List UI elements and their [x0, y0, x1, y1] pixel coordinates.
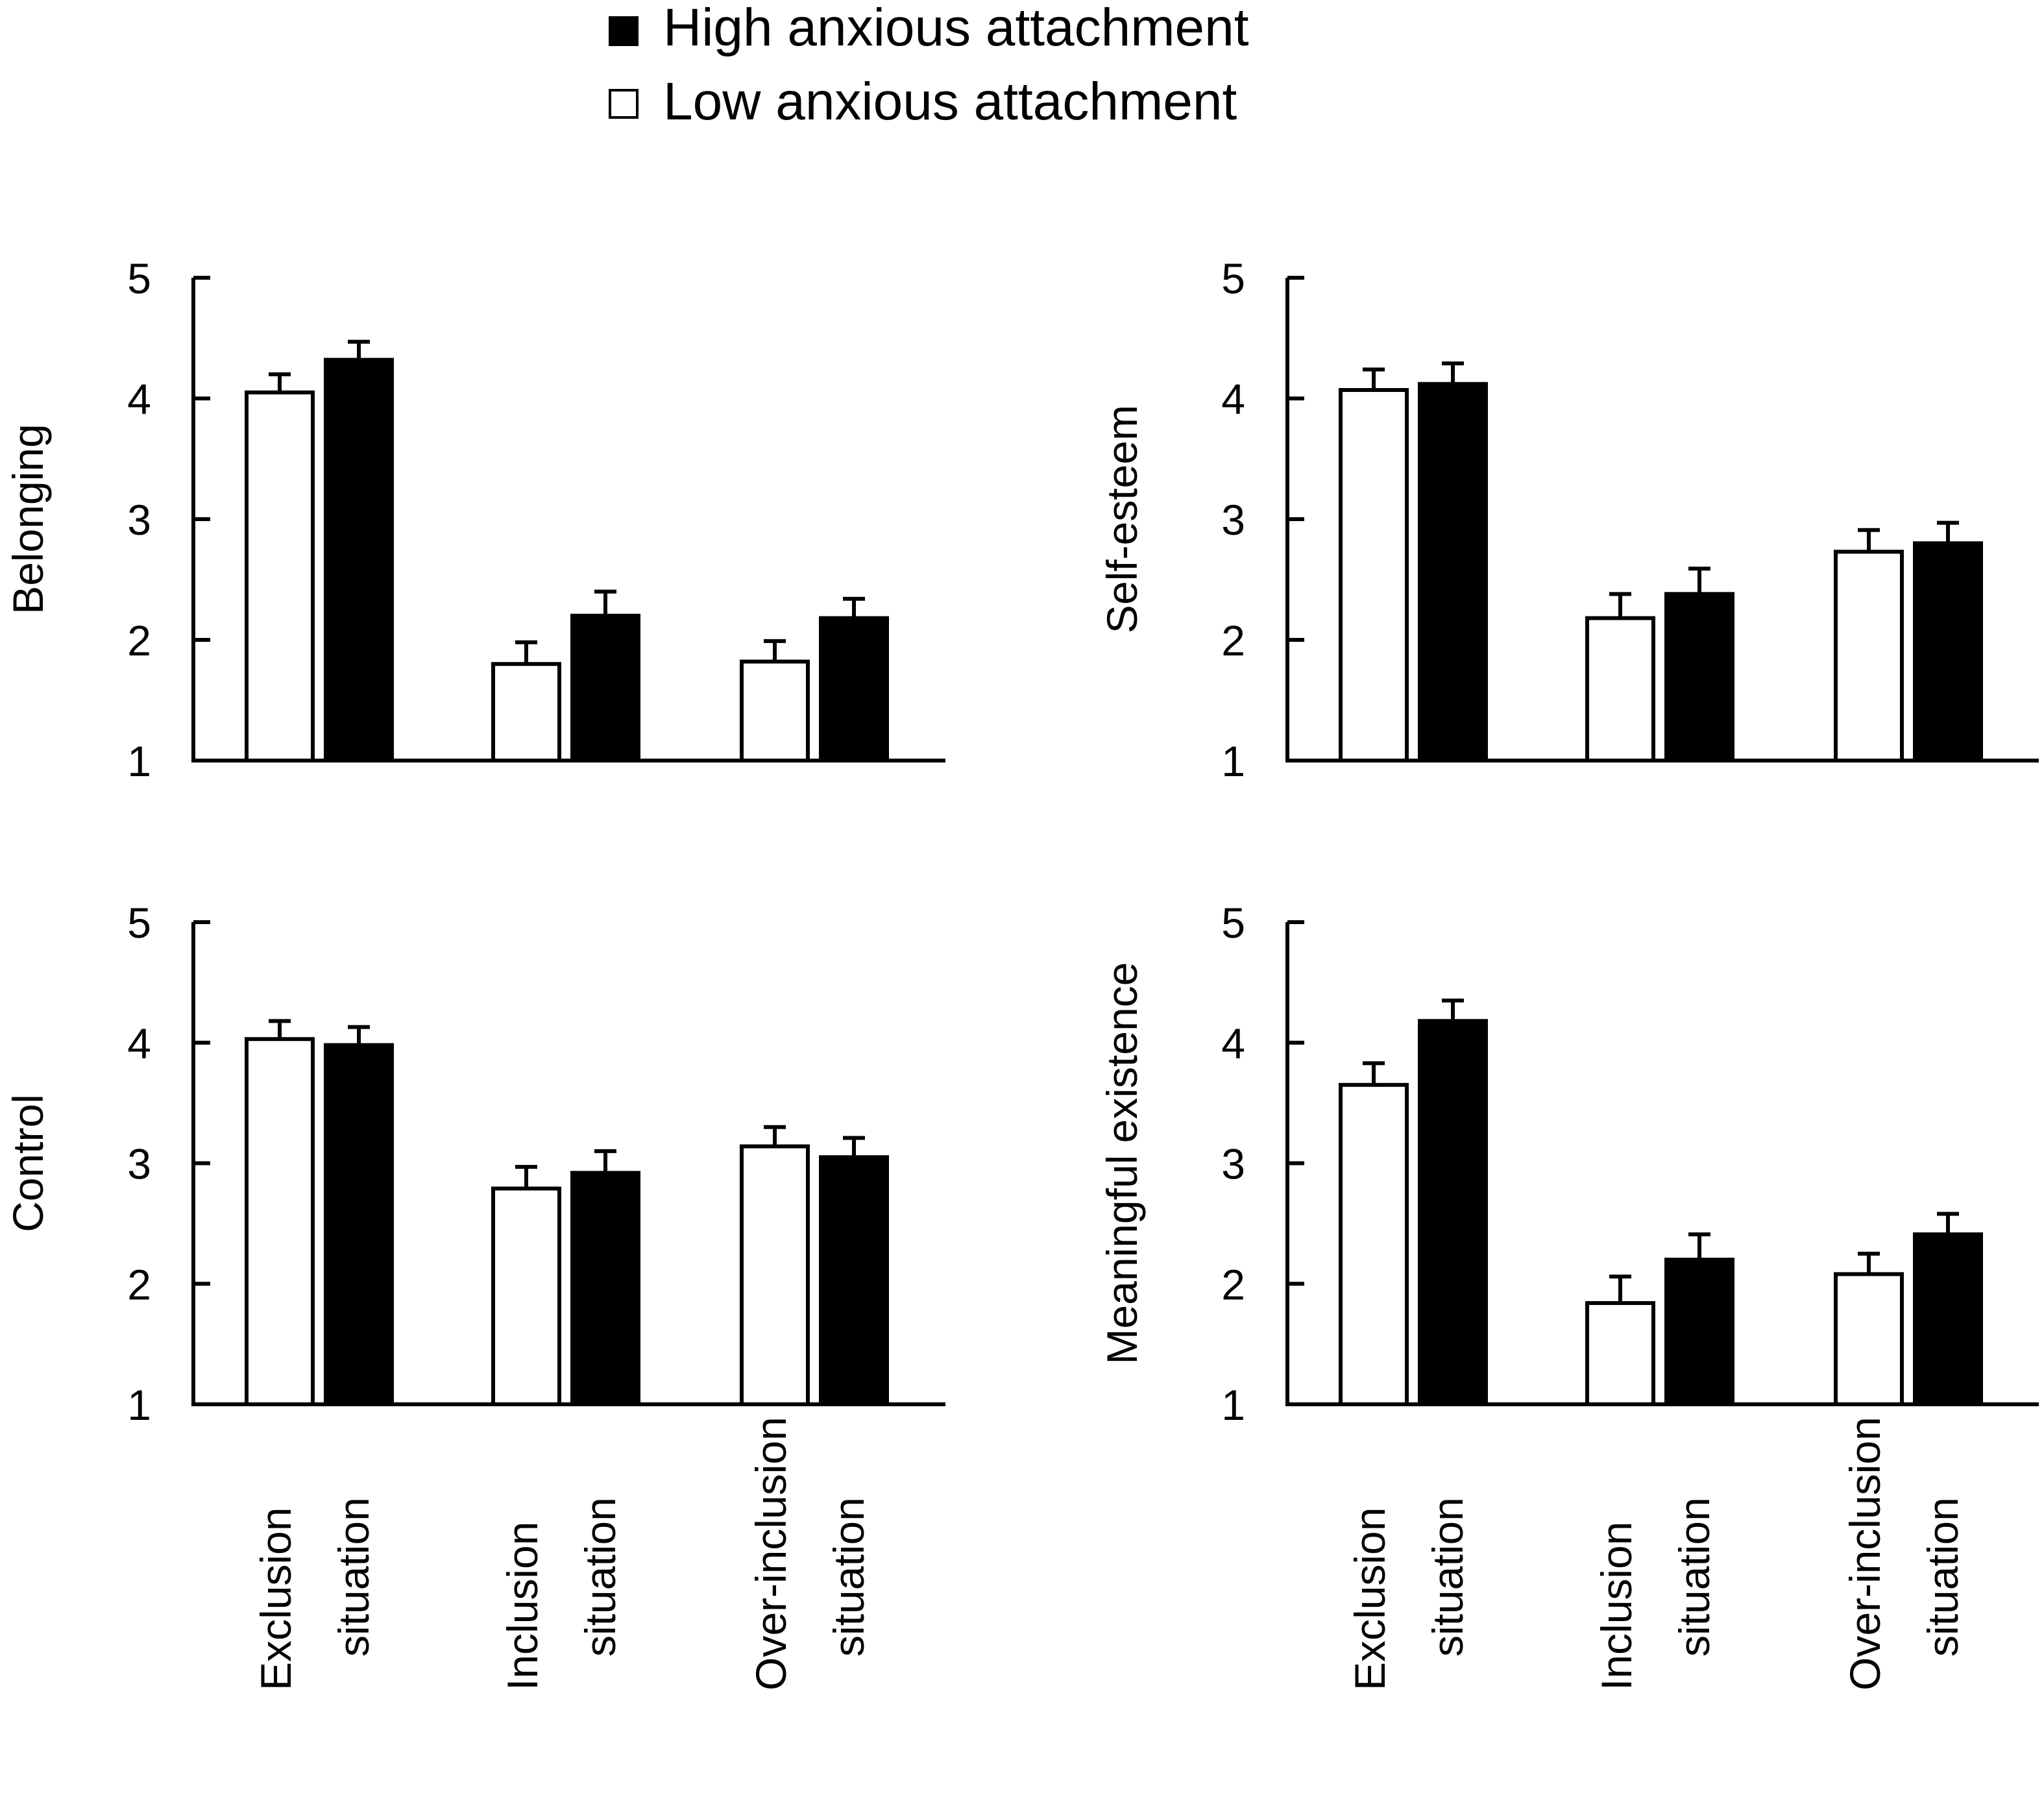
- category-label: situation: [330, 1497, 378, 1657]
- y-axis-label: Control: [4, 1094, 52, 1232]
- category-label: Inclusion: [1592, 1522, 1640, 1691]
- bar-low-anxious: [1339, 1082, 1409, 1406]
- bar-high-anxious: [570, 1171, 640, 1406]
- y-tick-label: 1: [1221, 1381, 1245, 1429]
- y-tick-label: 3: [127, 496, 151, 544]
- y-tick-label: 2: [127, 616, 151, 665]
- legend-swatch-high: [609, 16, 639, 46]
- chart-panel-3: 1 2 3 4 5 Control Exclusion situation Inclusion s…: [4, 899, 945, 1690]
- legend: High anxious attachment Low anxious atta…: [609, 0, 1249, 131]
- y-tick-label: 3: [127, 1140, 151, 1188]
- bar-low-anxious: [1585, 616, 1655, 763]
- y-tick-label: 1: [1221, 737, 1245, 785]
- y-tick-label: 5: [1221, 899, 1245, 947]
- category-label: Over-inclusion: [747, 1417, 795, 1690]
- bar-high-anxious: [1913, 541, 1983, 763]
- y-axis-label: Self-esteem: [1098, 405, 1146, 633]
- y-tick-label: 1: [127, 1381, 151, 1429]
- y-tick-label: 4: [1221, 1019, 1245, 1068]
- y-axis-label: Belonging: [4, 424, 52, 615]
- bar-high-anxious: [1664, 592, 1734, 763]
- category-label: situation: [1919, 1497, 1967, 1657]
- bar-low-anxious: [740, 1144, 810, 1406]
- bar-low-anxious: [740, 659, 810, 763]
- chart-panel-2: 1 2 3 4 5 Self-esteem: [1098, 254, 2039, 785]
- bar-low-anxious: [1339, 387, 1409, 763]
- category-label: Exclusion: [1346, 1507, 1394, 1690]
- legend-label-high: High anxious attachment: [663, 0, 1249, 57]
- category-label: situation: [1670, 1497, 1718, 1657]
- y-axis-label: Meaningful existence: [1098, 962, 1146, 1364]
- chart-panel-4: 1 2 3 4 5 Meaningful existence Exclusion situat…: [1098, 899, 2039, 1690]
- y-tick-label: 4: [1221, 375, 1245, 423]
- bar-high-anxious: [1664, 1258, 1734, 1406]
- bar-low-anxious: [491, 1186, 561, 1406]
- y-tick-label: 2: [1221, 1260, 1245, 1308]
- category-label: Inclusion: [498, 1522, 546, 1691]
- bar-high-anxious: [324, 1043, 394, 1406]
- y-tick-label: 5: [127, 899, 151, 947]
- bar-low-anxious: [1834, 1272, 1904, 1407]
- y-tick-label: 3: [1221, 496, 1245, 544]
- bar-high-anxious: [1913, 1232, 1983, 1407]
- category-label: situation: [1424, 1497, 1472, 1657]
- bar-high-anxious: [1418, 1019, 1488, 1406]
- y-tick-label: 4: [127, 1019, 151, 1068]
- y-tick-label: 1: [127, 737, 151, 785]
- bar-high-anxious: [324, 358, 394, 763]
- category-label: situation: [576, 1497, 624, 1657]
- legend-swatch-low: [609, 89, 639, 119]
- bar-low-anxious: [491, 662, 561, 763]
- y-tick-label: 2: [1221, 616, 1245, 665]
- y-tick-label: 4: [127, 375, 151, 423]
- y-tick-label: 3: [1221, 1140, 1245, 1188]
- bar-low-anxious: [245, 390, 315, 763]
- bar-low-anxious: [245, 1037, 315, 1406]
- charts: 1 2 3 4 5 Belonging 1 2 3 4 5 Self-esteem 1 2 3 4 5 Contr…: [4, 254, 2039, 1690]
- bar-high-anxious: [570, 613, 640, 763]
- bar-high-anxious: [819, 1155, 889, 1407]
- bar-high-anxious: [1418, 382, 1488, 763]
- bar-high-anxious: [819, 616, 889, 763]
- y-tick-label: 2: [127, 1260, 151, 1308]
- bar-low-anxious: [1585, 1300, 1655, 1406]
- category-label: Exclusion: [252, 1507, 300, 1690]
- y-tick-label: 5: [127, 254, 151, 302]
- category-label: situation: [825, 1497, 873, 1657]
- bar-low-anxious: [1834, 550, 1904, 763]
- chart-panel-1: 1 2 3 4 5 Belonging: [4, 254, 945, 785]
- y-tick-label: 5: [1221, 254, 1245, 302]
- category-label: Over-inclusion: [1841, 1417, 1889, 1690]
- legend-label-low: Low anxious attachment: [663, 72, 1237, 131]
